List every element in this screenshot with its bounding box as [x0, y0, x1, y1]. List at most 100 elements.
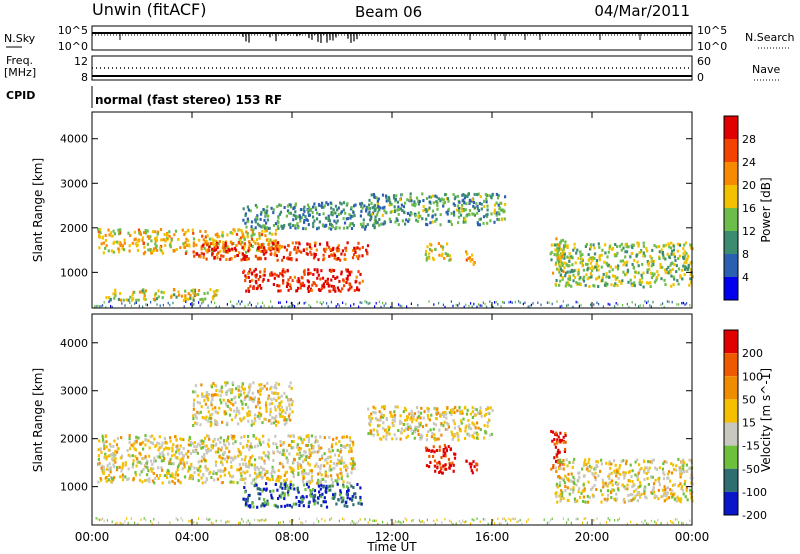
power-echo-cell: [621, 279, 624, 283]
velocity-echo-cell: [111, 451, 114, 455]
power-echo-cell: [206, 234, 209, 238]
power-echo-cell: [340, 202, 343, 206]
velocity-echo-cell: [465, 424, 468, 428]
power-echo-cell: [303, 220, 306, 224]
velocity-echo-cell: [351, 495, 354, 499]
power-echo-cell: [331, 225, 334, 229]
velocity-echo-cell: [672, 463, 675, 467]
velocity-echo-cell: [153, 481, 156, 485]
velocity-echo-cell: [299, 463, 302, 467]
power-echo-cell: [252, 285, 255, 289]
power-echo-cell: [468, 198, 471, 202]
velocity-ground-scatter-cell: [422, 520, 424, 523]
velocity-echo-cell: [323, 452, 326, 456]
power-echo-cell: [276, 284, 279, 288]
power-echo-cell: [254, 275, 258, 279]
velocity-echo-cell: [564, 440, 567, 444]
velocity-echo-cell: [399, 437, 402, 441]
velocity-echo-cell: [254, 445, 257, 449]
velocity-echo-cell: [263, 459, 266, 463]
velocity-echo-cell: [267, 397, 270, 401]
power-echo-cell: [341, 249, 345, 253]
velocity-echo-cell: [288, 384, 291, 388]
power-echo-cell: [626, 270, 629, 274]
power-echo-cell: [262, 252, 265, 256]
velocity-echo-cell: [393, 419, 396, 423]
x-tick-label: 16:00: [475, 530, 510, 544]
power-ground-scatter-cell: [562, 300, 564, 303]
velocity-echo-cell: [239, 417, 242, 421]
velocity-ground-scatter-cell: [386, 522, 388, 525]
velocity-echo-cell: [350, 484, 353, 488]
velocity-y-tick-label: 4000: [60, 337, 88, 350]
velocity-echo-cell: [113, 476, 116, 480]
power-echo-cell: [211, 247, 214, 251]
power-echo-cell: [385, 196, 388, 200]
velocity-echo-cell: [442, 448, 445, 451]
power-ground-scatter-cell: [676, 303, 678, 306]
velocity-echo-cell: [211, 395, 214, 399]
velocity-echo-cell: [378, 437, 382, 441]
power-echo-cell: [115, 240, 118, 244]
velocity-ground-scatter-cell: [498, 522, 500, 526]
power-echo-cell: [199, 298, 202, 302]
velocity-echo-cell: [246, 411, 249, 415]
velocity-echo-cell: [191, 441, 194, 445]
velocity-echo-cell: [132, 442, 135, 446]
power-echo-cell: [456, 194, 460, 198]
power-echo-cell: [194, 293, 197, 297]
power-echo-cell: [198, 238, 201, 242]
power-echo-cell: [102, 251, 105, 255]
velocity-echo-cell: [570, 472, 573, 476]
velocity-echo-cell: [582, 499, 585, 503]
velocity-echo-cell: [165, 473, 168, 477]
power-echo-cell: [118, 240, 121, 244]
velocity-echo-cell: [160, 444, 163, 448]
velocity-ground-scatter-cell: [127, 521, 129, 525]
power-echo-cell: [669, 246, 673, 250]
velocity-echo-cell: [234, 401, 237, 405]
power-echo-cell: [601, 248, 604, 252]
power-echo-cell: [356, 286, 359, 290]
power-echo-cell: [340, 210, 343, 214]
velocity-echo-cell: [283, 451, 286, 455]
velocity-echo-cell: [337, 458, 340, 462]
power-echo-cell: [358, 281, 361, 285]
velocity-echo-cell: [187, 438, 190, 442]
velocity-echo-cell: [669, 488, 672, 492]
power-echo-cell: [413, 212, 416, 216]
velocity-echo-cell: [312, 488, 315, 491]
velocity-echo-cell: [117, 447, 120, 451]
velocity-echo-cell: [647, 482, 650, 486]
velocity-echo-cell: [433, 436, 436, 440]
power-ground-scatter-cell: [97, 304, 99, 308]
velocity-echo-cell: [646, 477, 649, 481]
velocity-echo-cell: [587, 480, 590, 484]
velocity-echo-cell: [248, 474, 252, 477]
velocity-ground-scatter-cell: [375, 519, 377, 522]
velocity-ground-scatter-cell: [518, 519, 520, 523]
velocity-echo-cell: [105, 445, 108, 449]
velocity-echo-cell: [199, 410, 202, 414]
power-echo-cell: [318, 203, 321, 207]
velocity-ground-scatter-cell: [282, 520, 284, 524]
power-echo-cell: [353, 214, 356, 218]
power-echo-cell: [109, 231, 112, 235]
power-echo-cell: [226, 233, 229, 237]
power-echo-cell: [125, 298, 128, 302]
power-echo-cell: [255, 205, 259, 209]
x-tick-label: 04:00: [175, 530, 210, 544]
power-ground-scatter-cell: [250, 303, 252, 307]
velocity-echo-cell: [557, 435, 560, 439]
velocity-echo-cell: [342, 496, 345, 500]
velocity-echo-cell: [561, 439, 564, 442]
power-echo-cell: [308, 243, 311, 247]
velocity-echo-cell: [257, 389, 260, 393]
velocity-echo-cell: [249, 442, 252, 446]
velocity-echo-cell: [352, 462, 355, 466]
power-echo-cell: [574, 268, 577, 272]
velocity-echo-cell: [144, 438, 147, 442]
velocity-echo-cell: [180, 438, 183, 441]
power-echo-cell: [159, 248, 162, 252]
power-echo-cell: [179, 246, 182, 250]
